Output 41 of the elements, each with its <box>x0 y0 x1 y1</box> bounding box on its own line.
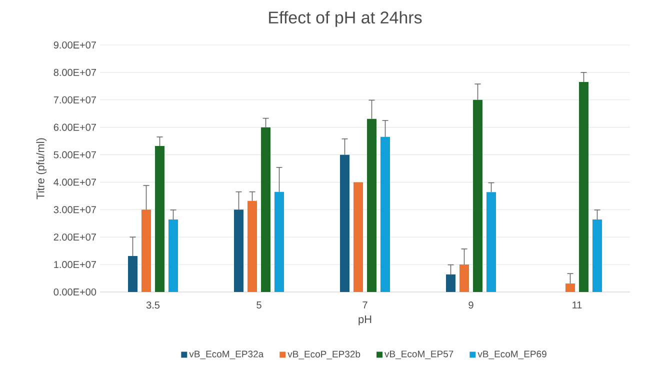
y-tick-label: 2.00E+07 <box>54 234 96 241</box>
bar <box>274 192 284 292</box>
bar <box>578 82 588 292</box>
bar <box>367 118 376 292</box>
x-tick-label: 9 <box>468 302 474 309</box>
x-tick-label: 3.5 <box>146 302 160 309</box>
bar <box>565 283 575 292</box>
chart-title: Effect of pH at 24hrs <box>269 11 422 27</box>
y-tick-label: 4.00E+07 <box>54 178 96 186</box>
y-tick-label: 8.00E+07 <box>54 68 96 76</box>
y-tick-label: 0.00E+00 <box>54 288 96 296</box>
bar <box>459 264 469 292</box>
bar <box>128 256 138 292</box>
y-tick-label: 6.00E+07 <box>54 124 96 131</box>
y-tick-label: 3.00E+07 <box>54 206 96 214</box>
legend-label: vB_EcoM_EP32a <box>189 350 264 360</box>
x-tick-label: 7 <box>362 302 368 308</box>
y-tick-label: 7.00E+07 <box>54 96 96 104</box>
bar <box>155 146 165 292</box>
bar <box>248 200 258 292</box>
bar <box>473 100 482 292</box>
bar <box>261 127 271 292</box>
bar <box>234 210 244 292</box>
bar <box>592 220 602 292</box>
y-tick-label: 5.00E+07 <box>54 151 96 158</box>
bar <box>380 136 390 292</box>
legend-label: vB_EcoM_EP69 <box>478 350 546 360</box>
legend-label: vB_EcoM_EP57 <box>384 350 454 360</box>
bar <box>354 182 363 292</box>
y-axis-title: Titre (pfu/ml) <box>36 138 47 200</box>
bar <box>446 274 456 292</box>
bar <box>340 154 350 292</box>
x-axis-title: pH <box>358 315 372 326</box>
bar <box>142 210 152 292</box>
y-tick-label: 1.00E+07 <box>54 261 96 268</box>
x-tick-label: 5 <box>256 302 262 308</box>
y-tick-label: 9.00E+07 <box>54 41 96 49</box>
legend-label: vB_EcoP_EP32b <box>288 350 360 360</box>
bar <box>486 192 496 292</box>
bar <box>168 220 178 292</box>
x-tick-label: 11 <box>572 302 582 308</box>
